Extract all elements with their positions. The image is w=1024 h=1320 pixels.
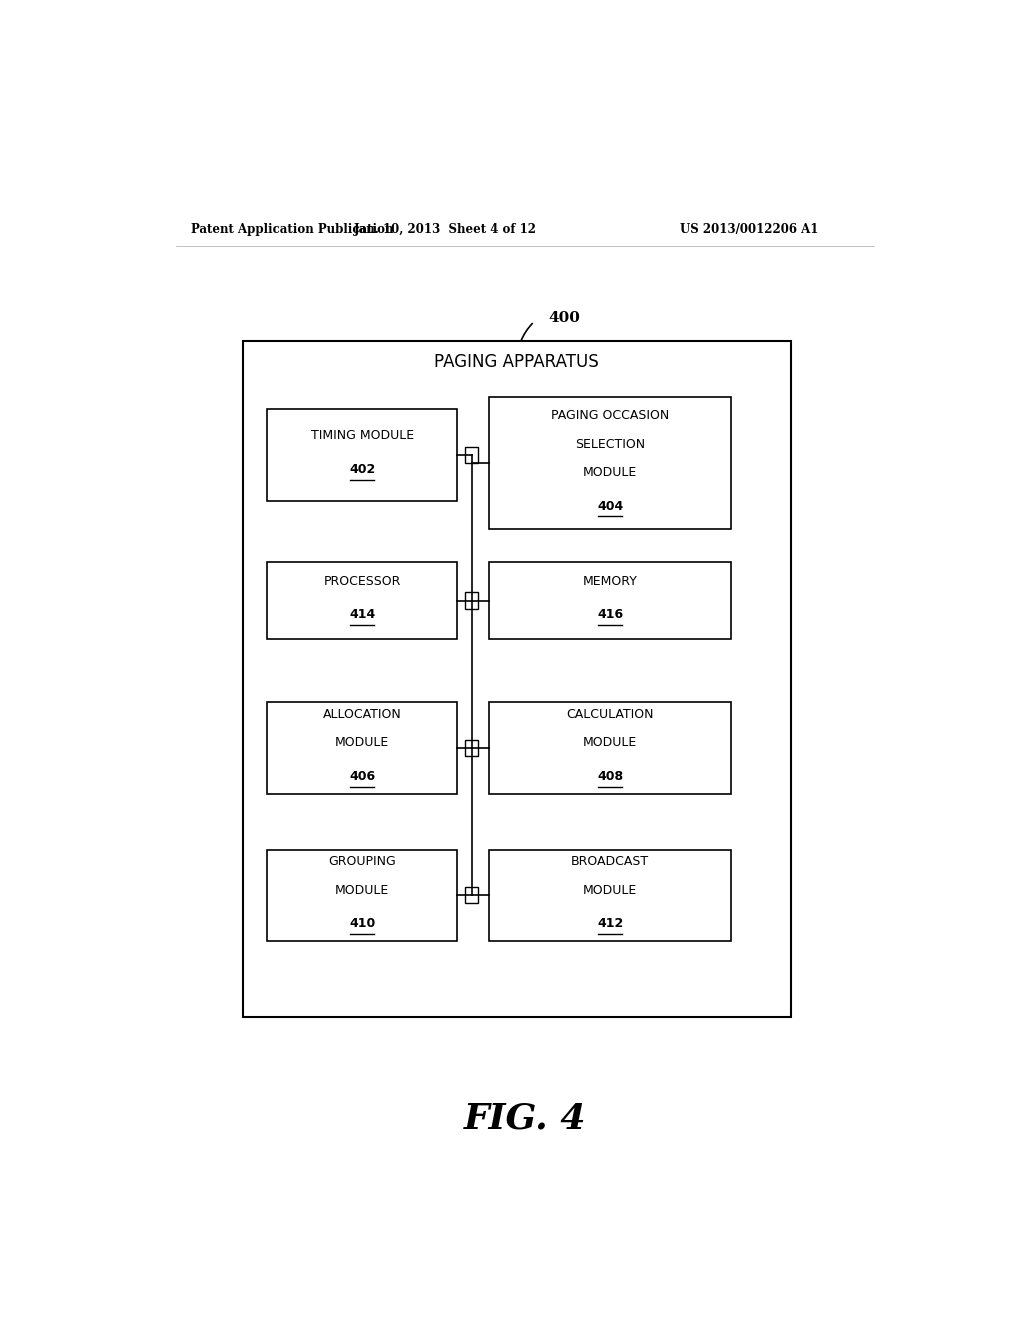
Text: BROADCAST: BROADCAST (571, 855, 649, 869)
Text: 400: 400 (549, 312, 581, 325)
Text: 402: 402 (349, 463, 375, 477)
Bar (465, 447, 478, 463)
Text: Jan. 10, 2013  Sheet 4 of 12: Jan. 10, 2013 Sheet 4 of 12 (354, 223, 537, 236)
Text: GROUPING: GROUPING (329, 855, 396, 869)
Bar (267, 562, 458, 639)
Text: ALLOCATION: ALLOCATION (323, 708, 401, 721)
Bar (489, 850, 731, 941)
Text: US 2013/0012206 A1: US 2013/0012206 A1 (680, 223, 818, 236)
Text: SELECTION: SELECTION (575, 437, 645, 450)
Text: PAGING APPARATUS: PAGING APPARATUS (434, 352, 599, 371)
Text: MODULE: MODULE (335, 737, 389, 750)
Text: MODULE: MODULE (583, 466, 637, 479)
Text: 408: 408 (597, 770, 624, 783)
Text: 410: 410 (349, 917, 375, 931)
Bar (489, 397, 731, 529)
Text: MODULE: MODULE (335, 883, 389, 896)
Bar (267, 409, 458, 500)
Text: TIMING MODULE: TIMING MODULE (310, 429, 414, 442)
Text: MEMORY: MEMORY (583, 574, 638, 587)
Bar (489, 562, 731, 639)
Text: MODULE: MODULE (583, 883, 637, 896)
Text: CALCULATION: CALCULATION (566, 708, 654, 721)
Text: 416: 416 (597, 609, 624, 622)
Text: PROCESSOR: PROCESSOR (324, 574, 400, 587)
Text: MODULE: MODULE (583, 737, 637, 750)
Text: 414: 414 (349, 609, 375, 622)
Bar (465, 887, 478, 903)
Text: 412: 412 (597, 917, 624, 931)
Text: PAGING OCCASION: PAGING OCCASION (551, 409, 670, 422)
Text: Patent Application Publication: Patent Application Publication (191, 223, 394, 236)
Text: 406: 406 (349, 770, 375, 783)
Bar (489, 702, 731, 793)
Bar (243, 342, 791, 1018)
Text: 404: 404 (597, 499, 624, 512)
Bar (465, 593, 478, 609)
Bar (465, 739, 478, 756)
Bar (267, 702, 458, 793)
Bar (267, 850, 458, 941)
Text: FIG. 4: FIG. 4 (464, 1102, 586, 1137)
